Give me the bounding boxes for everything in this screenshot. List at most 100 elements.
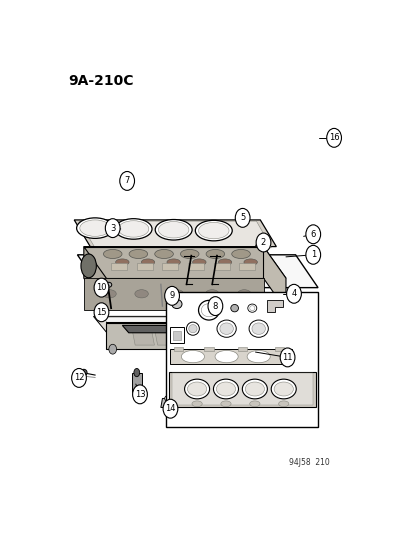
Ellipse shape bbox=[181, 350, 204, 363]
Circle shape bbox=[132, 385, 147, 404]
Polygon shape bbox=[180, 329, 202, 345]
Polygon shape bbox=[161, 399, 178, 407]
Text: 13: 13 bbox=[134, 390, 145, 399]
Bar bbox=[162, 263, 178, 270]
Text: 1: 1 bbox=[310, 251, 315, 259]
Ellipse shape bbox=[192, 259, 206, 265]
Text: 6: 6 bbox=[310, 230, 315, 239]
Ellipse shape bbox=[247, 350, 270, 363]
Bar bbox=[213, 263, 229, 270]
Circle shape bbox=[94, 278, 109, 297]
Bar bbox=[204, 347, 213, 351]
Bar bbox=[173, 347, 183, 351]
Ellipse shape bbox=[155, 220, 192, 240]
Text: 8: 8 bbox=[212, 302, 218, 311]
Polygon shape bbox=[83, 247, 285, 278]
Ellipse shape bbox=[198, 301, 219, 320]
Text: 2: 2 bbox=[260, 238, 266, 247]
Ellipse shape bbox=[135, 290, 148, 298]
Ellipse shape bbox=[198, 222, 228, 239]
Polygon shape bbox=[83, 247, 263, 278]
Polygon shape bbox=[83, 278, 263, 310]
Ellipse shape bbox=[129, 249, 147, 259]
Ellipse shape bbox=[80, 220, 110, 236]
Polygon shape bbox=[237, 322, 260, 374]
Ellipse shape bbox=[184, 379, 209, 399]
Ellipse shape bbox=[180, 249, 199, 259]
Polygon shape bbox=[122, 325, 202, 333]
Bar bbox=[188, 263, 204, 270]
Ellipse shape bbox=[118, 221, 148, 237]
Ellipse shape bbox=[188, 325, 197, 333]
Ellipse shape bbox=[164, 395, 174, 402]
Ellipse shape bbox=[249, 306, 254, 311]
Polygon shape bbox=[228, 329, 250, 345]
Ellipse shape bbox=[231, 249, 250, 259]
Ellipse shape bbox=[158, 222, 188, 238]
Ellipse shape bbox=[242, 379, 267, 399]
Circle shape bbox=[109, 344, 116, 354]
Ellipse shape bbox=[214, 350, 237, 363]
Ellipse shape bbox=[247, 304, 256, 312]
Circle shape bbox=[305, 225, 320, 244]
Polygon shape bbox=[132, 329, 154, 345]
Ellipse shape bbox=[186, 322, 199, 335]
Ellipse shape bbox=[244, 382, 264, 396]
Polygon shape bbox=[172, 373, 313, 406]
Circle shape bbox=[256, 233, 270, 252]
Bar bbox=[136, 263, 152, 270]
Circle shape bbox=[164, 286, 179, 305]
Ellipse shape bbox=[273, 382, 293, 396]
Text: 94J58  210: 94J58 210 bbox=[288, 458, 329, 467]
Text: 5: 5 bbox=[240, 213, 244, 222]
Circle shape bbox=[119, 172, 134, 190]
Ellipse shape bbox=[154, 249, 173, 259]
Polygon shape bbox=[169, 372, 316, 407]
Polygon shape bbox=[79, 221, 271, 248]
Bar bbox=[165, 292, 317, 427]
Circle shape bbox=[326, 128, 341, 147]
Circle shape bbox=[163, 399, 178, 418]
Bar bbox=[274, 347, 284, 351]
Ellipse shape bbox=[102, 290, 116, 298]
Ellipse shape bbox=[106, 282, 112, 287]
Polygon shape bbox=[74, 220, 276, 247]
Polygon shape bbox=[106, 322, 237, 349]
Ellipse shape bbox=[213, 379, 238, 399]
Bar bbox=[237, 347, 247, 351]
Text: 10: 10 bbox=[96, 283, 107, 292]
Polygon shape bbox=[170, 349, 292, 365]
Text: 9A-210C: 9A-210C bbox=[68, 74, 133, 88]
Circle shape bbox=[94, 303, 109, 322]
Text: 12: 12 bbox=[74, 374, 84, 382]
Bar bbox=[173, 330, 181, 340]
Polygon shape bbox=[106, 322, 260, 349]
Ellipse shape bbox=[141, 259, 154, 265]
Ellipse shape bbox=[173, 327, 193, 339]
Ellipse shape bbox=[216, 382, 235, 396]
Circle shape bbox=[280, 348, 294, 367]
Ellipse shape bbox=[252, 323, 265, 334]
Ellipse shape bbox=[176, 329, 190, 336]
Circle shape bbox=[105, 219, 120, 238]
Ellipse shape bbox=[218, 259, 231, 265]
Polygon shape bbox=[263, 247, 285, 310]
Ellipse shape bbox=[170, 290, 183, 298]
Text: 16: 16 bbox=[328, 133, 339, 142]
Ellipse shape bbox=[230, 304, 238, 312]
Text: 9: 9 bbox=[169, 292, 174, 300]
Ellipse shape bbox=[103, 249, 122, 259]
Polygon shape bbox=[83, 247, 106, 310]
Ellipse shape bbox=[115, 219, 152, 239]
Ellipse shape bbox=[271, 379, 296, 399]
Ellipse shape bbox=[81, 254, 96, 278]
Text: 4: 4 bbox=[291, 289, 296, 298]
Circle shape bbox=[286, 284, 301, 303]
Ellipse shape bbox=[192, 401, 202, 407]
Ellipse shape bbox=[115, 259, 129, 265]
Bar bbox=[170, 327, 183, 343]
Ellipse shape bbox=[249, 320, 268, 337]
Ellipse shape bbox=[133, 368, 139, 377]
Polygon shape bbox=[266, 300, 282, 312]
Text: 15: 15 bbox=[96, 308, 107, 317]
